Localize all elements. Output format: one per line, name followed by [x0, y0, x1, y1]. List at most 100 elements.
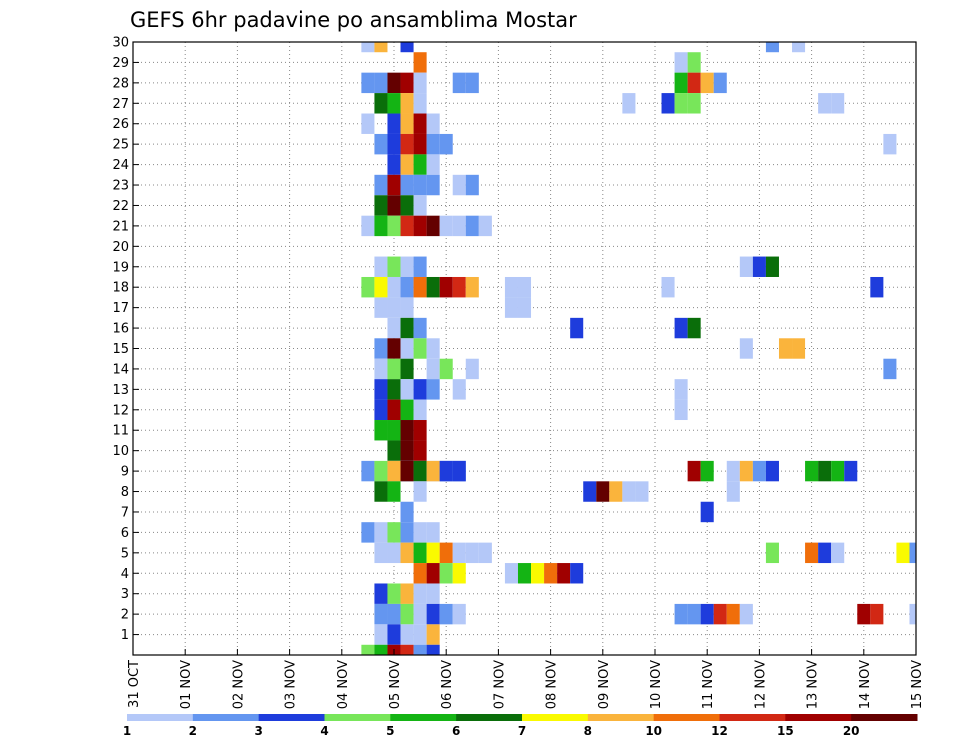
chart-title: GEFS 6hr padavine po ansamblima Mostar — [130, 8, 577, 32]
heatmap-cell — [765, 460, 779, 482]
heatmap-cell — [674, 379, 688, 400]
heatmap-cell — [361, 522, 375, 543]
heatmap-cell — [726, 603, 740, 625]
heatmap-cell — [439, 215, 453, 237]
heatmap-cell — [687, 317, 701, 339]
x-tick-label: 11 NOV — [701, 660, 716, 709]
colorbar-swatch — [587, 714, 655, 721]
heatmap-cell — [400, 420, 414, 441]
heatmap-cell — [413, 420, 427, 441]
heatmap-cell — [400, 460, 414, 482]
heatmap-cell — [387, 317, 401, 339]
y-tick-label: 14 — [112, 362, 129, 377]
x-tick-label: 06 NOV — [440, 660, 455, 709]
y-tick-label: 3 — [121, 587, 129, 602]
heatmap-cell — [687, 72, 701, 94]
heatmap-cell — [361, 72, 375, 94]
heatmap-cell — [674, 317, 688, 339]
heatmap-cell — [387, 133, 401, 155]
heatmap-cell — [400, 133, 414, 155]
heatmap-cell — [452, 72, 466, 94]
heatmap-cell — [387, 93, 401, 114]
heatmap-cell — [426, 644, 440, 655]
heatmap-cell — [674, 93, 688, 114]
heatmap-cell — [452, 215, 466, 237]
heatmap-cell — [413, 215, 427, 237]
y-tick-labels: 1234567891011121314151617181920212223242… — [112, 36, 139, 643]
heatmap-cell — [765, 42, 779, 53]
heatmap-cell — [374, 42, 388, 53]
heatmap-cell — [374, 624, 388, 645]
heatmap-cell — [387, 256, 401, 277]
heatmap-cell — [465, 72, 479, 94]
heatmap-cell — [622, 481, 636, 502]
heatmap-cell — [661, 93, 675, 114]
heatmap-cell — [439, 460, 453, 482]
heatmap-cell — [400, 195, 414, 216]
x-tick-label: 12 NOV — [753, 660, 768, 709]
heatmap-cell — [831, 460, 845, 482]
heatmap-cell — [426, 542, 440, 564]
heatmap-cell — [426, 379, 440, 400]
heatmap-cell — [387, 460, 401, 482]
heatmap-cell — [387, 358, 401, 380]
x-tick-label: 31 OCT — [127, 660, 142, 708]
heatmap-cell — [400, 358, 414, 380]
heatmap-cell — [387, 379, 401, 400]
heatmap-cell — [896, 542, 910, 564]
heatmap-cell — [413, 522, 427, 543]
heatmap-cell — [700, 460, 714, 482]
heatmap-cell — [426, 522, 440, 543]
heatmap-cell — [857, 603, 871, 625]
heatmap-cell — [465, 276, 479, 298]
x-tick-label: 15 NOV — [910, 660, 925, 709]
heatmap-cell — [687, 93, 701, 114]
heatmap-cell — [400, 317, 414, 339]
heatmap-cell — [517, 276, 532, 298]
heatmap-cell — [400, 644, 414, 655]
heatmap-cell — [374, 174, 388, 196]
grid-lines — [133, 42, 916, 655]
heatmap-cell — [374, 215, 388, 237]
colorbar-label: 5 — [386, 724, 394, 738]
heatmap-cell — [674, 52, 688, 73]
heatmap-cell — [413, 481, 427, 502]
heatmap-cell — [465, 174, 479, 196]
heatmap-cell — [413, 195, 427, 216]
colorbar-label: 15 — [777, 724, 794, 738]
heatmap-cell — [400, 603, 414, 625]
heatmap-cell — [661, 276, 675, 298]
heatmap-cell — [426, 113, 440, 134]
heatmap-cell — [374, 399, 388, 421]
heatmap-cell — [387, 624, 401, 645]
colorbar-legend: 1 2 3 4 5 6 7 8 10 12 15 20 — [123, 714, 918, 738]
heatmap-cell — [413, 133, 427, 155]
heatmap-cell — [400, 440, 414, 461]
heatmap-cell — [387, 72, 401, 94]
heatmap-cell — [452, 174, 466, 196]
colorbar-swatch — [851, 714, 918, 721]
heatmap-cell — [452, 563, 466, 584]
colorbar-swatch — [456, 714, 523, 721]
heatmap-cell — [374, 481, 388, 502]
heatmap-cells — [361, 42, 916, 655]
colorbar-label: 3 — [254, 724, 262, 738]
colorbar-label: 7 — [518, 724, 526, 738]
heatmap-cell — [413, 154, 427, 175]
heatmap-cell — [387, 399, 401, 421]
heatmap-cell — [413, 460, 427, 482]
y-tick-label: 1 — [121, 628, 129, 643]
heatmap-cell — [426, 583, 440, 604]
x-tick-label: 03 NOV — [284, 660, 299, 709]
heatmap-cell — [387, 154, 401, 175]
heatmap-cell — [361, 644, 375, 655]
heatmap-cell — [374, 338, 388, 359]
y-tick-label: 11 — [112, 424, 129, 439]
colorbar-swatch — [785, 714, 852, 721]
y-tick-label: 8 — [121, 485, 129, 500]
heatmap-cell — [517, 297, 532, 318]
colorbar-label: 1 — [123, 724, 131, 738]
heatmap-cell — [439, 603, 453, 625]
heatmap-cell — [700, 501, 714, 523]
